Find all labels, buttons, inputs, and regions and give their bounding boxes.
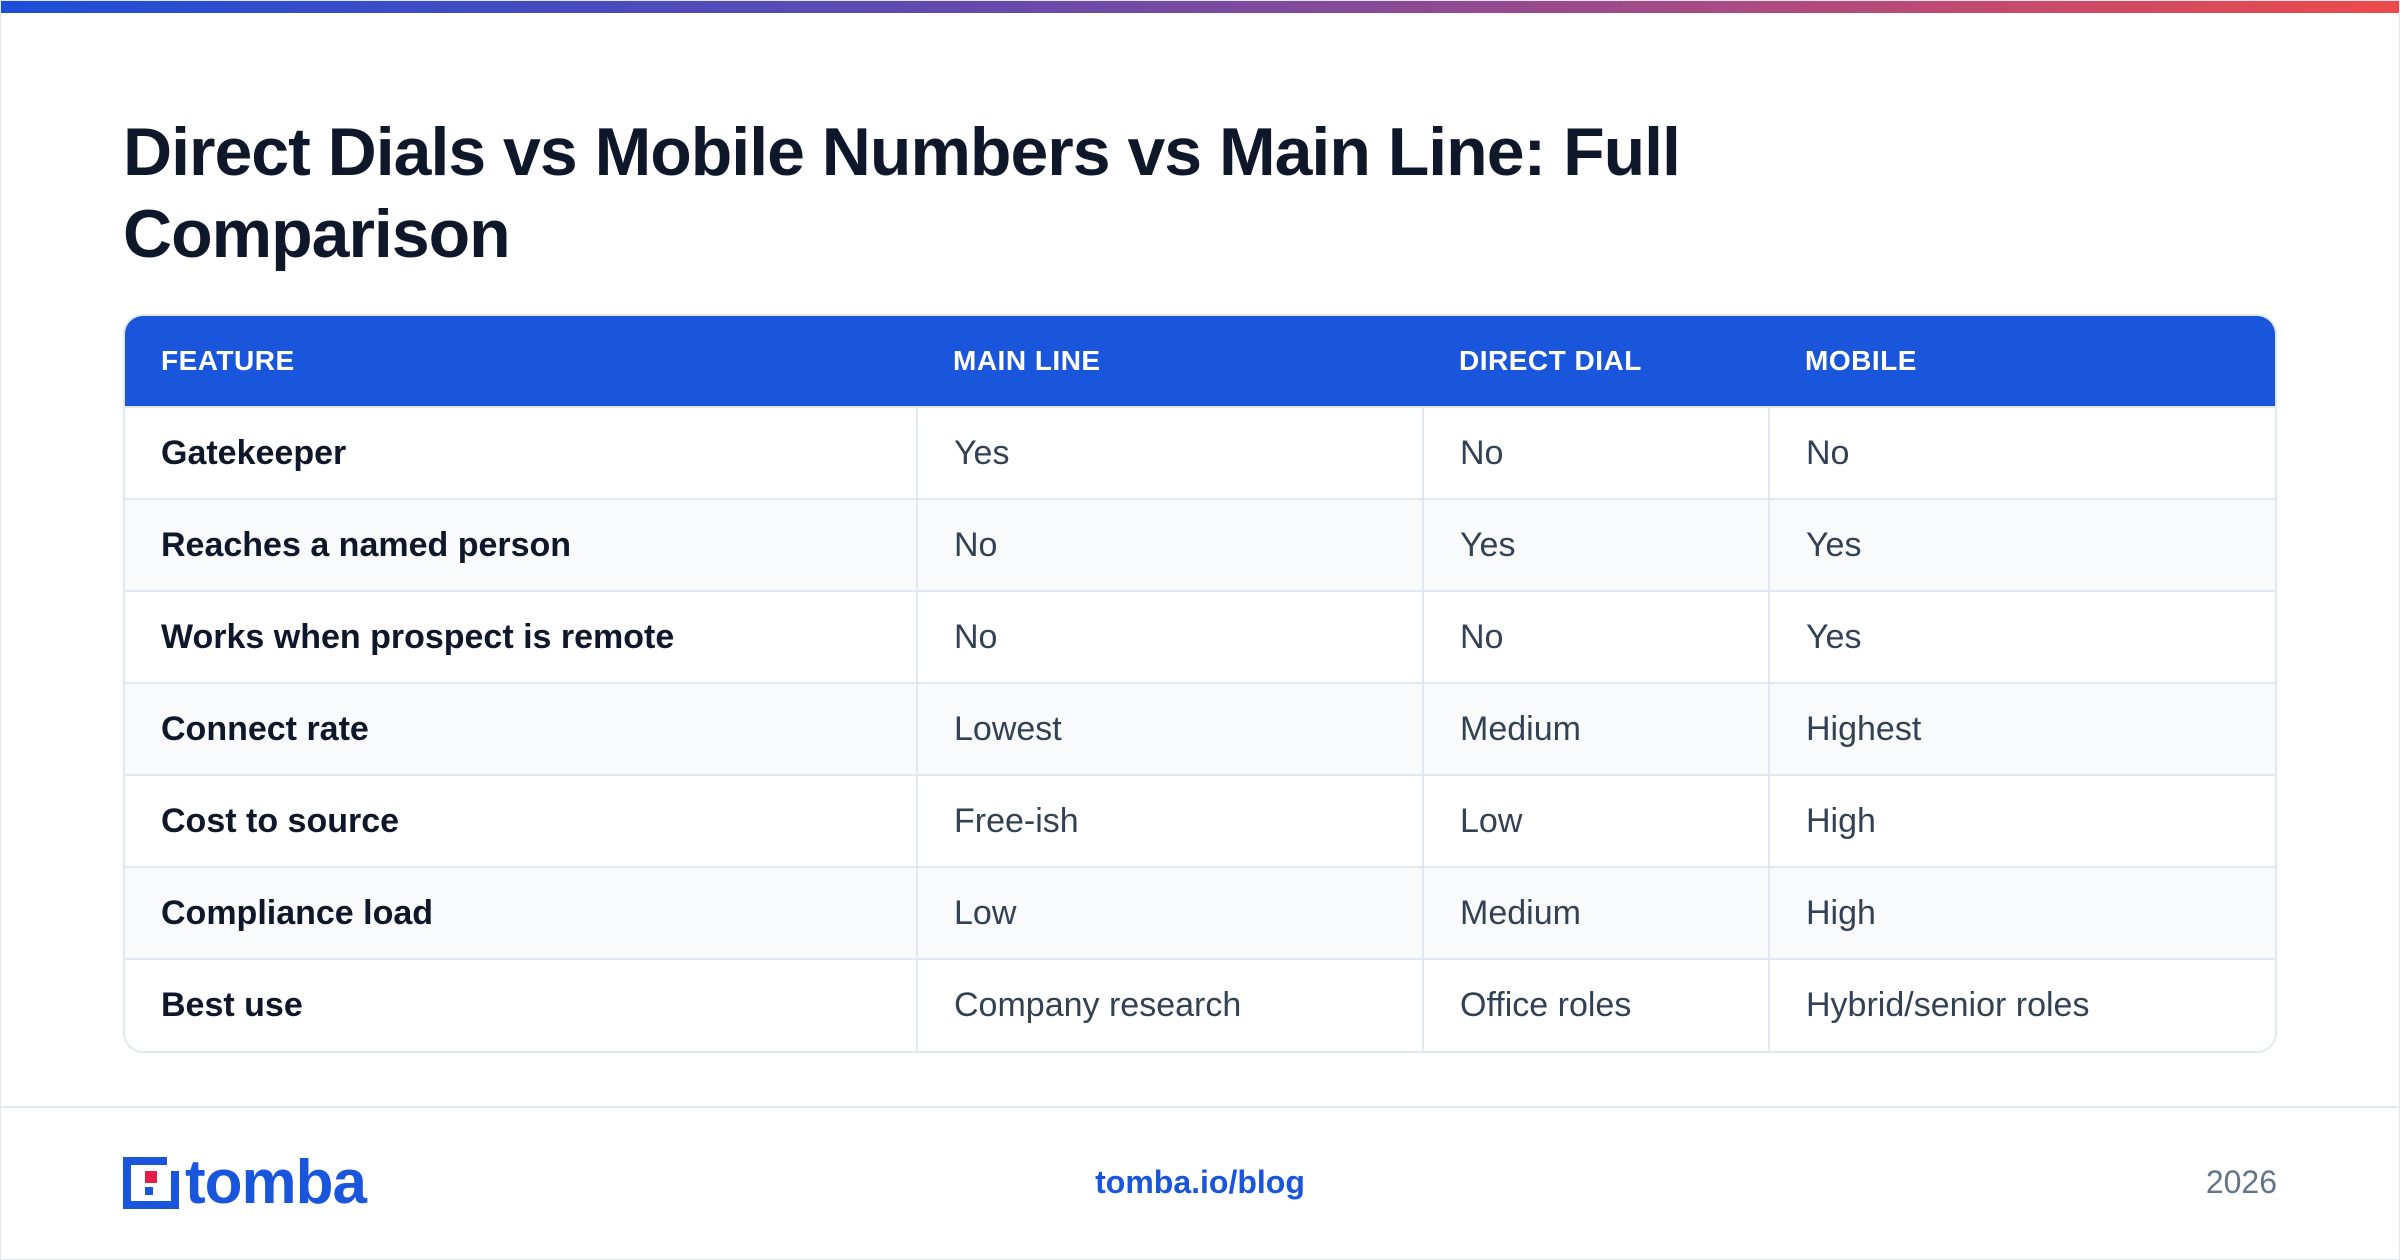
comparison-table: FEATURE MAIN LINE DIRECT DIAL MOBILE Gat… (125, 316, 2275, 1051)
header-feature: FEATURE (161, 345, 295, 376)
feature-cell: Cost to source (125, 774, 917, 867)
main-line-cell: No (916, 498, 1423, 591)
main-line-cell: Company research (916, 958, 1423, 1051)
gradient-top-bar (1, 1, 2399, 13)
header-direct-dial: DIRECT DIAL (1459, 345, 1642, 376)
main-line-cell: No (916, 590, 1423, 683)
page-title: Direct Dials vs Mobile Numbers vs Main L… (123, 114, 1681, 272)
direct-dial-cell: Medium (1422, 682, 1769, 775)
footer-divider (1, 1106, 2399, 1108)
main-line-cell: Low (916, 866, 1423, 959)
logo-wordmark: tomba (185, 1148, 367, 1217)
feature-cell: Reaches a named person (125, 498, 917, 591)
feature-cell: Works when prospect is remote (125, 590, 917, 683)
mobile-cell: Yes (1768, 498, 2275, 591)
direct-dial-cell: No (1422, 406, 1769, 499)
feature-cell: Connect rate (125, 682, 917, 775)
mobile-cell: Yes (1768, 590, 2275, 683)
table-row: Connect rate Lowest Medium Highest (125, 682, 2275, 775)
direct-dial-cell: Low (1422, 774, 1769, 867)
table-row: Gatekeeper Yes No No (125, 406, 2275, 499)
table-row: Cost to source Free-ish Low High (125, 774, 2275, 867)
mobile-cell: High (1768, 774, 2275, 867)
main-line-cell: Yes (916, 406, 1423, 499)
comparison-table-container: FEATURE MAIN LINE DIRECT DIAL MOBILE Gat… (123, 314, 2277, 1053)
table-row: Compliance load Low Medium High (125, 866, 2275, 959)
direct-dial-cell: No (1422, 590, 1769, 683)
table-row: Reaches a named person No Yes Yes (125, 498, 2275, 591)
mobile-cell: Highest (1768, 682, 2275, 775)
tomba-logo[interactable]: tomba (123, 1148, 367, 1217)
feature-cell: Gatekeeper (125, 406, 917, 499)
direct-dial-cell: Medium (1422, 866, 1769, 959)
direct-dial-cell: Office roles (1422, 958, 1769, 1051)
blog-link[interactable]: tomba.io/blog (1095, 1164, 1305, 1200)
footer-year: 2026 (2205, 1164, 2277, 1200)
mobile-cell: High (1768, 866, 2275, 959)
feature-cell: Best use (125, 958, 917, 1051)
main-line-cell: Free-ish (916, 774, 1423, 867)
table-row: Works when prospect is remote No No Yes (125, 590, 2275, 683)
table-header-row: FEATURE MAIN LINE DIRECT DIAL MOBILE (125, 316, 2275, 407)
header-mobile: MOBILE (1805, 345, 1917, 376)
feature-cell: Compliance load (125, 866, 917, 959)
tomba-logo-icon (123, 1157, 179, 1209)
header-main-line: MAIN LINE (953, 345, 1101, 376)
mobile-cell: No (1768, 406, 2275, 499)
mobile-cell: Hybrid/senior roles (1768, 958, 2275, 1051)
direct-dial-cell: Yes (1422, 498, 1769, 591)
main-line-cell: Lowest (916, 682, 1423, 775)
table-row: Best use Company research Office roles H… (125, 958, 2275, 1051)
